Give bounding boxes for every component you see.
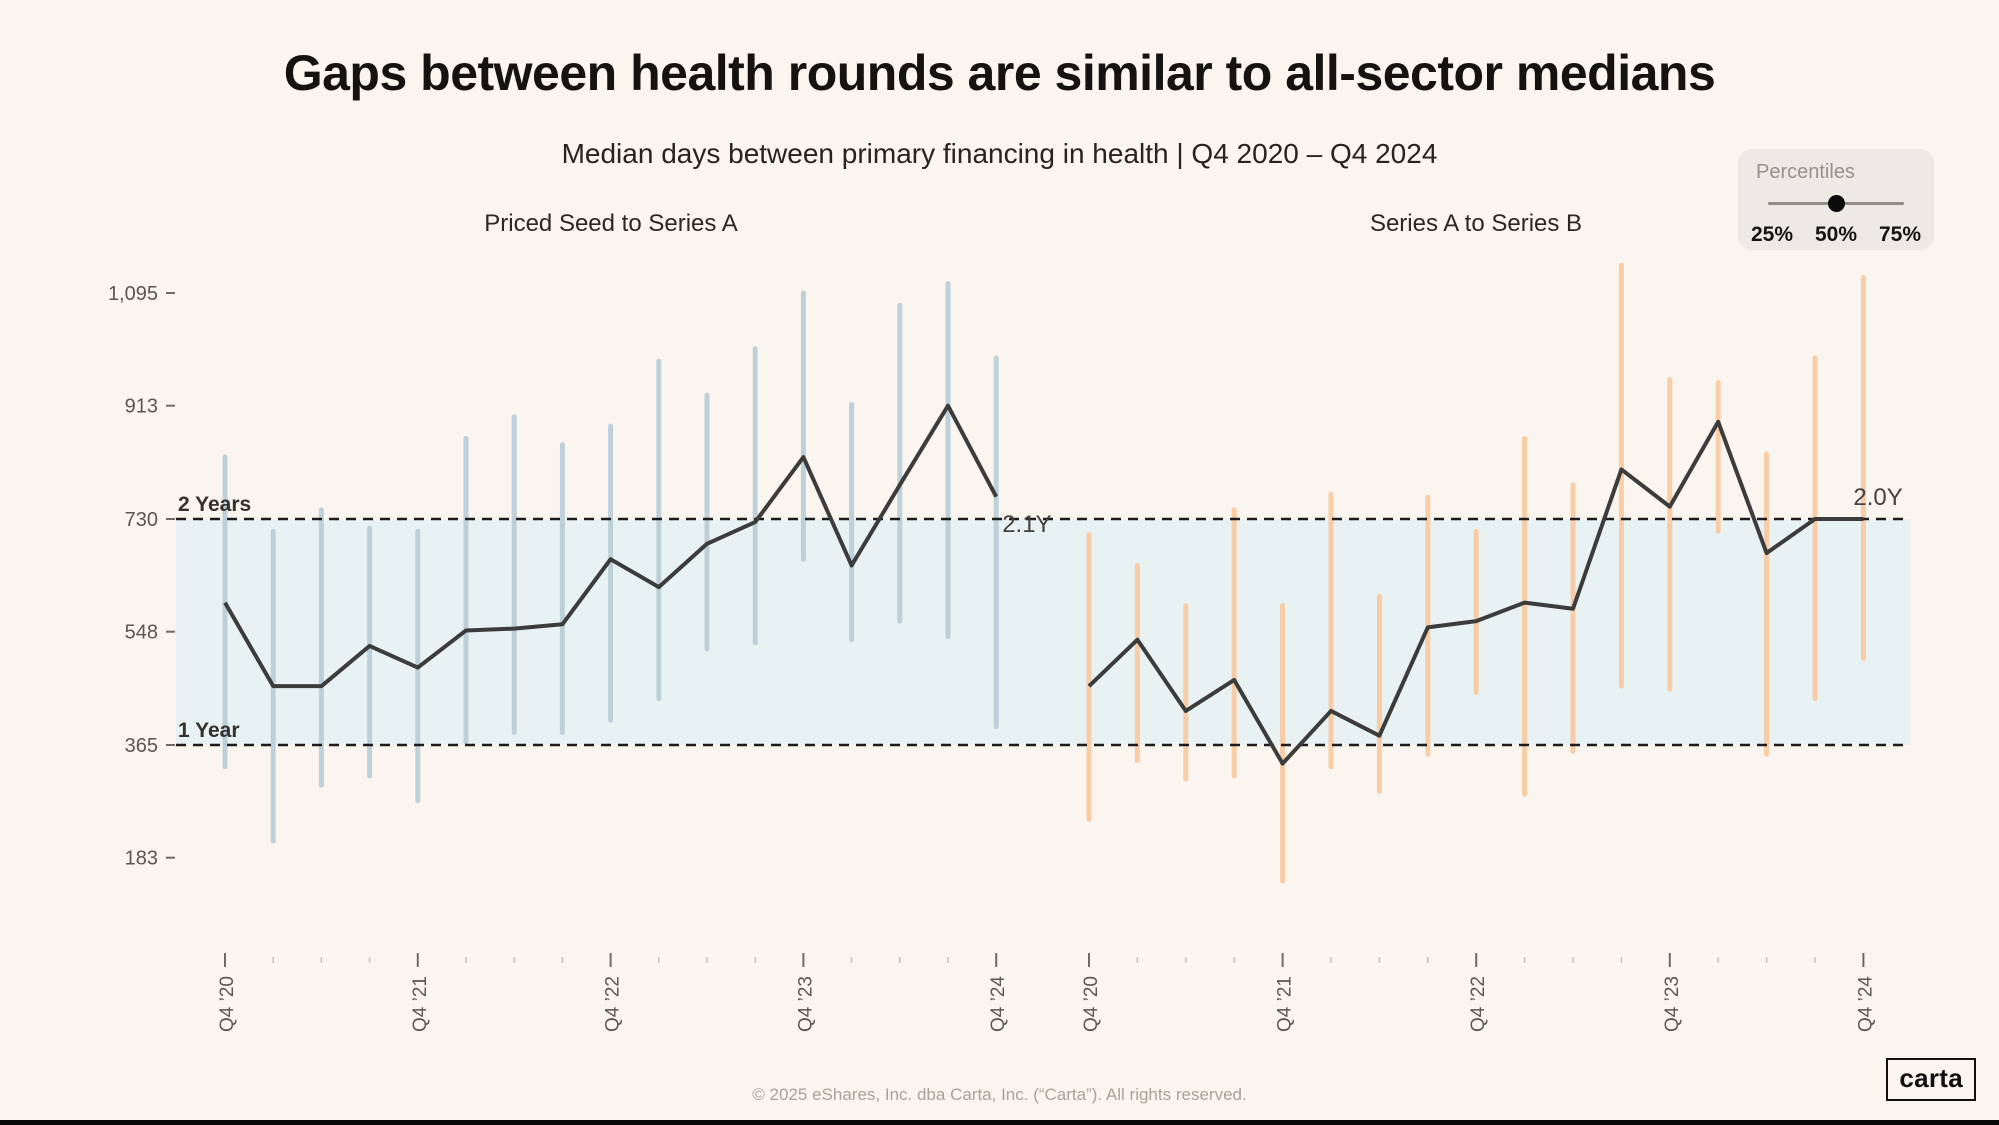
median-line bbox=[223, 403, 998, 689]
y-axis-tick-label: 183 bbox=[125, 848, 158, 870]
percentile-slider-handle[interactable] bbox=[1828, 195, 1845, 212]
page-subtitle: Median days between primary financing in… bbox=[561, 138, 1438, 169]
y-axis-tick-label: 548 bbox=[125, 622, 158, 644]
median-line bbox=[1087, 419, 1864, 766]
x-axis-tick-label: Q4 ’20 bbox=[1081, 976, 1102, 1032]
bottom-accent-bar bbox=[0, 1120, 1999, 1125]
x-axis-tick-label: Q4 ’20 bbox=[217, 976, 238, 1032]
percentile-slider[interactable] bbox=[1768, 195, 1904, 212]
percentile-options: 25% 50% 75% bbox=[1738, 223, 1934, 247]
x-axis-tick-label: Q4 ’24 bbox=[988, 976, 1009, 1032]
carta-logo: carta bbox=[1886, 1058, 1976, 1101]
median-end-annotation: 2.0Y bbox=[1853, 484, 1902, 511]
copyright-footer: © 2025 eShares, Inc. dba Carta, Inc. (“C… bbox=[752, 1085, 1247, 1104]
panel-title-a-to-b: Series A to Series B bbox=[1369, 210, 1583, 237]
percentile-option-50[interactable]: 50% bbox=[1814, 223, 1858, 246]
one-to-two-year-band bbox=[176, 519, 1910, 745]
reference-line-label: 1 Year bbox=[178, 719, 240, 742]
x-axis-tick-label: Q4 ’21 bbox=[410, 976, 431, 1032]
median-end-annotation: 2.1Y bbox=[1002, 511, 1051, 538]
y-axis-tick-label: 1,095 bbox=[108, 283, 158, 305]
panel-title-seed-to-a: Priced Seed to Series A bbox=[484, 210, 738, 237]
percentiles-label: Percentiles bbox=[1756, 161, 1855, 183]
x-axis-tick-label: Q4 ’23 bbox=[1662, 976, 1683, 1032]
percentiles-widget: Percentiles 25% 50% 75% bbox=[1738, 149, 1934, 250]
y-axis-tick-label: 730 bbox=[125, 509, 158, 531]
x-axis-tick-label: Q4 ’22 bbox=[1468, 976, 1489, 1032]
y-axis-tick-label: 913 bbox=[125, 396, 158, 418]
x-axis-tick-label: Q4 ’22 bbox=[603, 976, 624, 1032]
percentile-option-25[interactable]: 25% bbox=[1751, 223, 1794, 246]
percentile-option-75[interactable]: 75% bbox=[1878, 223, 1921, 246]
reference-line-label: 2 Years bbox=[178, 493, 251, 516]
y-axis-tick-label: 365 bbox=[125, 735, 158, 757]
x-axis-tick-label: Q4 ’21 bbox=[1275, 976, 1296, 1032]
page-title: Gaps between health rounds are similar t… bbox=[283, 45, 1716, 101]
x-axis-tick-label: Q4 ’23 bbox=[795, 976, 816, 1032]
x-axis-tick-label: Q4 ’24 bbox=[1855, 976, 1876, 1032]
